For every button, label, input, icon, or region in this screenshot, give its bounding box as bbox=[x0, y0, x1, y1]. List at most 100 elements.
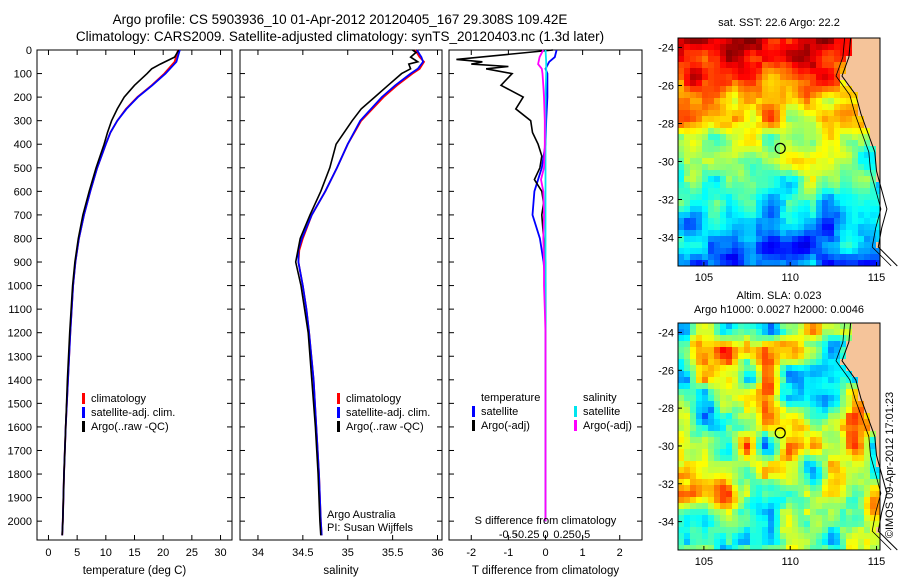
sla-map-cell bbox=[762, 419, 768, 425]
sla-map-cell bbox=[834, 395, 840, 401]
sst-map-cell bbox=[822, 68, 828, 74]
sst-map-cell bbox=[876, 248, 880, 254]
sla-map-cell bbox=[696, 437, 702, 443]
sst-map-cell bbox=[822, 230, 828, 236]
sla-map-cell bbox=[864, 515, 870, 521]
sla-map-cell bbox=[714, 353, 720, 359]
sst-map-cell bbox=[876, 44, 880, 50]
sst-map-cell bbox=[744, 182, 750, 188]
sla-map-cell bbox=[822, 509, 828, 515]
sla-map-cell bbox=[852, 407, 858, 413]
sla-map-cell bbox=[798, 461, 804, 467]
sst-map-cell bbox=[756, 248, 762, 254]
sla-map-cell bbox=[822, 431, 828, 437]
sst-map-cell bbox=[690, 170, 696, 176]
sst-map-cell bbox=[864, 68, 870, 74]
sla-map-cell bbox=[858, 407, 864, 413]
sst-map-cell bbox=[792, 140, 798, 146]
sst-map-cell bbox=[720, 98, 726, 104]
sst-map-cell bbox=[846, 92, 852, 98]
sla-map-cell bbox=[840, 431, 846, 437]
sla-map-cell bbox=[828, 545, 834, 550]
sst-map-cell bbox=[738, 200, 744, 206]
sst-map-cell bbox=[804, 230, 810, 236]
sla-map-cell bbox=[696, 479, 702, 485]
sst-map-cell bbox=[768, 218, 774, 224]
sst-map-cell bbox=[744, 248, 750, 254]
sla-map-cell bbox=[816, 515, 822, 521]
sla-map-cell bbox=[762, 515, 768, 521]
sla-map-cell bbox=[786, 365, 792, 371]
temperature-xtick-label: 15 bbox=[128, 547, 140, 559]
sst-map-cell bbox=[678, 116, 684, 122]
sst-map-cell bbox=[708, 140, 714, 146]
sst-map-cell bbox=[708, 260, 714, 266]
sla-map-cell bbox=[846, 461, 852, 467]
sla-map-cell bbox=[690, 395, 696, 401]
sla-map-cell bbox=[762, 473, 768, 479]
sla-map-cell bbox=[846, 485, 852, 491]
difference-panel: -2 -1 0 1 2T difference from climatology bbox=[448, 49, 643, 577]
sst-map-cell bbox=[864, 56, 870, 62]
sst-map-cell bbox=[750, 38, 756, 44]
sst-map-cell bbox=[708, 38, 714, 44]
sst-map-cell bbox=[696, 98, 702, 104]
sst-map-cell bbox=[756, 92, 762, 98]
sla-map-cell bbox=[804, 347, 810, 353]
sst-map-cell bbox=[792, 260, 798, 266]
sla-map-cell bbox=[876, 341, 880, 347]
sst-map-cell bbox=[852, 212, 858, 218]
sst-map-cell bbox=[876, 56, 880, 62]
sst-map-cell bbox=[768, 254, 774, 260]
sla-map-cell bbox=[678, 509, 684, 515]
sla-map-cell bbox=[810, 461, 816, 467]
sst-map-cell bbox=[774, 134, 780, 140]
sla-map-cell bbox=[822, 389, 828, 395]
sst-map-cell bbox=[810, 116, 816, 122]
sst-map-cell bbox=[822, 182, 828, 188]
sla-map-cell bbox=[684, 383, 690, 389]
sst-map-cell bbox=[768, 80, 774, 86]
sla-map-cell bbox=[870, 419, 876, 425]
sla-map-cell bbox=[690, 527, 696, 533]
sst-map-cell bbox=[684, 152, 690, 158]
sla-map-cell bbox=[684, 473, 690, 479]
sst-map-cell bbox=[780, 38, 786, 44]
sst-map-cell bbox=[756, 218, 762, 224]
sla-map-cell bbox=[714, 401, 720, 407]
sst-map-cell bbox=[696, 68, 702, 74]
sla-map-cell bbox=[714, 431, 720, 437]
sst-map-cell bbox=[780, 230, 786, 236]
sla-map-cell bbox=[816, 329, 822, 335]
sla-map-cell bbox=[684, 353, 690, 359]
sla-map-cell bbox=[690, 359, 696, 365]
sla-map-cell bbox=[756, 467, 762, 473]
sla-map-cell bbox=[708, 515, 714, 521]
sst-map-cell bbox=[720, 230, 726, 236]
sst-map-cell bbox=[744, 44, 750, 50]
sla-map-cell bbox=[714, 485, 720, 491]
sst-map-cell bbox=[732, 56, 738, 62]
sla-map-cell bbox=[762, 533, 768, 539]
sst-map-cell bbox=[696, 62, 702, 68]
sla-map-cell bbox=[876, 383, 880, 389]
sla-map-cell bbox=[858, 335, 864, 341]
sst-map-cell bbox=[792, 38, 798, 44]
sla-map-cell bbox=[696, 389, 702, 395]
sla-map-cell bbox=[696, 485, 702, 491]
sst-map-cell bbox=[852, 116, 858, 122]
sla-map-cell bbox=[756, 419, 762, 425]
sst-map-cell bbox=[858, 254, 864, 260]
sst-map-cell bbox=[780, 248, 786, 254]
sla-map-cell bbox=[846, 401, 852, 407]
sst-map-cell bbox=[798, 128, 804, 134]
sst-map-cell bbox=[768, 86, 774, 92]
sla-map-cell bbox=[828, 377, 834, 383]
sla-map-cell bbox=[828, 449, 834, 455]
sst-map-cell bbox=[690, 140, 696, 146]
sst-map-cell bbox=[744, 80, 750, 86]
sla-map-cell bbox=[762, 485, 768, 491]
sla-map-cell bbox=[696, 359, 702, 365]
sst-map-cell bbox=[834, 86, 840, 92]
sst-map-cell bbox=[846, 44, 852, 50]
